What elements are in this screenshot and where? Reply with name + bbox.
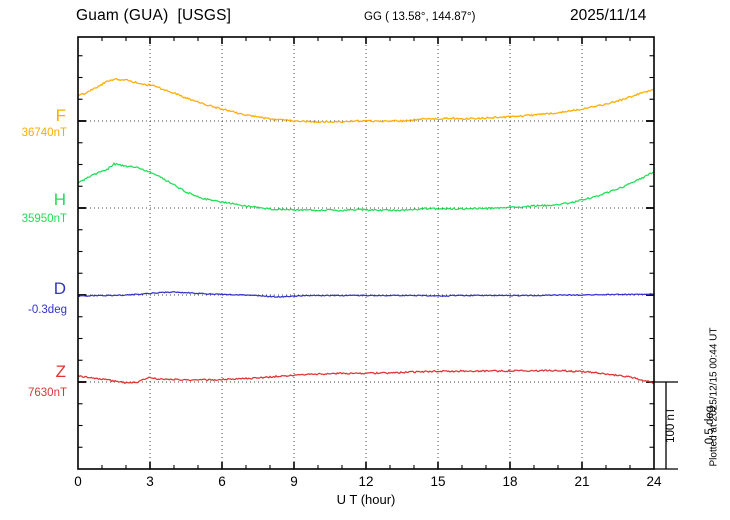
station-title: Guam (GUA) [USGS] <box>76 7 232 24</box>
x-tick-label-0: 0 <box>74 474 82 489</box>
channel-letter-D: D <box>53 279 66 298</box>
plotted-at-timestamp: Plotted at 2025/12/15 00:44 UT <box>708 327 720 467</box>
x-axis-title: U T (hour) <box>336 492 396 507</box>
x-tick-label-15: 15 <box>430 474 446 489</box>
trace-H <box>78 162 654 212</box>
x-tick-label-9: 9 <box>290 474 298 489</box>
x-tick-label-6: 6 <box>218 474 226 489</box>
channel-letter-F: F <box>55 106 66 125</box>
geographic-coordinates: GG ( 13.58°, 144.87°) <box>364 11 476 23</box>
scale-bar-nt-label: 100 nT <box>665 407 677 443</box>
channel-letter-Z: Z <box>55 362 66 381</box>
channel-baseline-D: -0.3deg <box>27 304 67 316</box>
x-tick-label-12: 12 <box>358 474 374 489</box>
observation-date: 2025/11/14 <box>570 7 647 24</box>
trace-Z <box>78 369 654 385</box>
trace-D <box>78 290 654 298</box>
trace-F <box>78 77 654 124</box>
channel-letter-H: H <box>53 190 66 209</box>
channel-baseline-F: 36740nT <box>21 127 67 139</box>
x-tick-label-24: 24 <box>646 474 662 489</box>
x-tick-label-3: 3 <box>146 474 154 489</box>
x-tick-label-21: 21 <box>574 474 590 489</box>
channel-baseline-Z: 7630nT <box>27 387 67 399</box>
x-tick-label-18: 18 <box>502 474 518 489</box>
channel-baseline-H: 35950nT <box>21 213 67 225</box>
